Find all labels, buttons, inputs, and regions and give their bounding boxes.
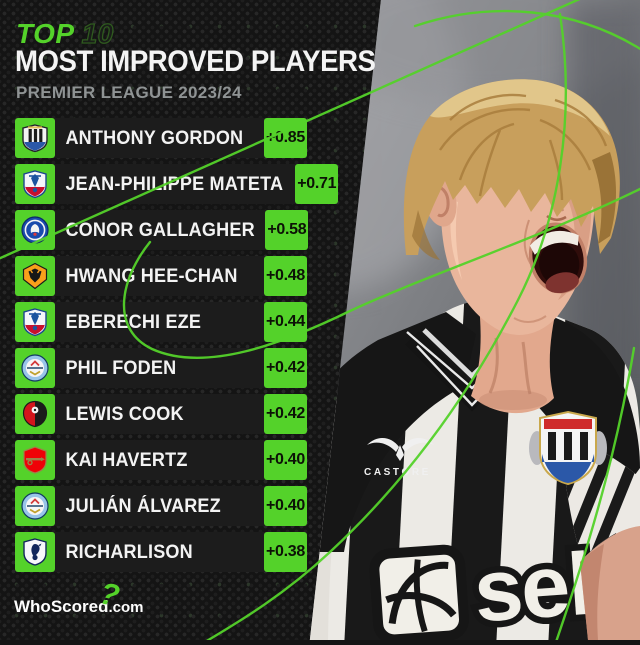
whoscored-logo: ? WhoScored.com bbox=[14, 575, 144, 616]
rating-chip: +0.58 bbox=[265, 210, 309, 250]
table-row: JEAN-PHILIPPE MATETA +0.71 bbox=[15, 164, 339, 204]
club-badge-tottenham-icon bbox=[15, 532, 55, 572]
club-badge-chelsea-icon bbox=[15, 210, 55, 250]
player-name: JEAN-PHILIPPE MATETA bbox=[65, 173, 284, 195]
table-row: HWANG HEE-CHAN +0.48 bbox=[15, 256, 307, 296]
top10-heading: TOP 10 bbox=[16, 19, 114, 48]
club-badge-bournemouth-icon bbox=[15, 394, 55, 434]
player-name: PHIL FODEN bbox=[65, 357, 177, 379]
club-badge-newcastle-icon bbox=[15, 118, 55, 158]
player-name: EBERECHI EZE bbox=[65, 311, 202, 333]
logo-scored: Scored bbox=[50, 597, 109, 616]
header: TOP 10 MOST IMPROVED PLAYERS PREMIER LEAG… bbox=[0, 0, 470, 110]
rating-chip: +0.48 bbox=[264, 256, 307, 296]
player-name: CONOR GALLAGHER bbox=[65, 219, 255, 241]
player-name: JULIÁN ÁLVAREZ bbox=[65, 495, 221, 517]
ranking-list: ANTHONY GORDON +0.85 JEAN-PHILIPPE MATET… bbox=[15, 118, 339, 572]
rating-chip: +0.44 bbox=[264, 302, 307, 342]
logo-com: .com bbox=[108, 599, 144, 616]
rating-chip: +0.42 bbox=[264, 394, 307, 434]
player-name: KAI HAVERTZ bbox=[65, 449, 188, 471]
club-badge-wolves-icon bbox=[15, 256, 55, 296]
player-name: RICHARLISON bbox=[65, 541, 193, 563]
table-row: EBERECHI EZE +0.44 bbox=[15, 302, 307, 342]
club-badge-arsenal-icon bbox=[15, 440, 55, 480]
player-name: ANTHONY GORDON bbox=[65, 127, 244, 149]
page-subtitle: PREMIER LEAGUE 2023/24 bbox=[16, 83, 242, 102]
rating-chip: +0.38 bbox=[264, 532, 307, 572]
rating-chip: +0.40 bbox=[264, 440, 307, 480]
table-row: ANTHONY GORDON +0.85 bbox=[15, 118, 307, 158]
table-row: RICHARLISON +0.38 bbox=[15, 532, 307, 572]
table-row: JULIÁN ÁLVAREZ +0.40 bbox=[15, 486, 307, 526]
club-badge-man-city-icon bbox=[15, 486, 55, 526]
rating-chip: +0.42 bbox=[264, 348, 307, 388]
player-name: LEWIS COOK bbox=[65, 403, 184, 425]
rating-chip: +0.85 bbox=[264, 118, 307, 158]
player-name: HWANG HEE-CHAN bbox=[65, 265, 238, 287]
logo-who: Who bbox=[14, 597, 51, 616]
rating-chip: +0.40 bbox=[264, 486, 307, 526]
club-badge-man-city-icon bbox=[15, 348, 55, 388]
page-title: MOST IMPROVED PLAYERS bbox=[15, 45, 376, 78]
club-badge-crystal-palace-icon bbox=[15, 302, 55, 342]
club-badge-crystal-palace-icon bbox=[15, 164, 55, 204]
table-row: LEWIS COOK +0.42 bbox=[15, 394, 307, 434]
table-row: KAI HAVERTZ +0.40 bbox=[15, 440, 307, 480]
castore-text: CASTORE bbox=[364, 467, 431, 478]
table-row: CONOR GALLAGHER +0.58 bbox=[15, 210, 309, 250]
rating-chip: +0.71 bbox=[295, 164, 339, 204]
table-row: PHIL FODEN +0.42 bbox=[15, 348, 307, 388]
